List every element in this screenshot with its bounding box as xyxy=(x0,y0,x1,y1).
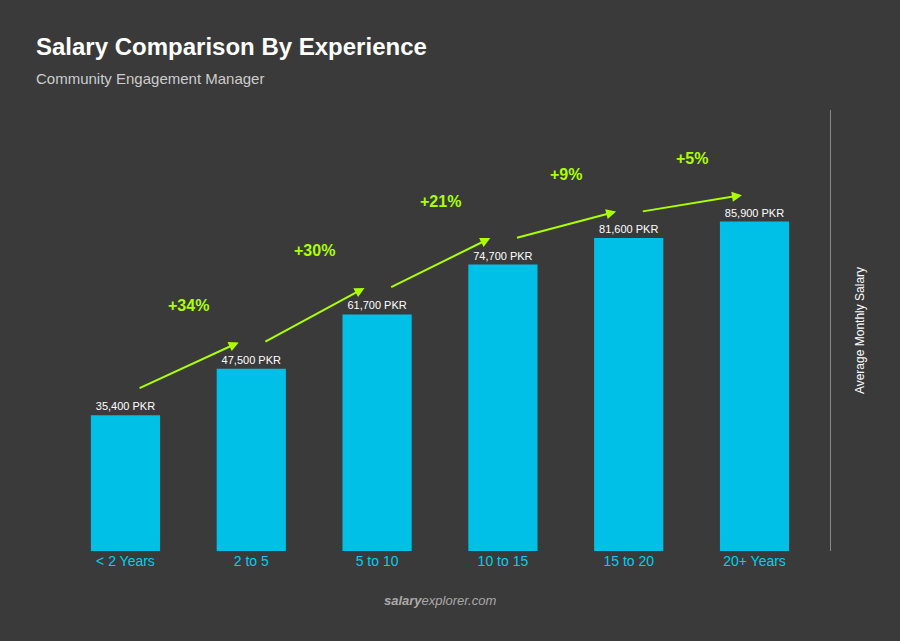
svg-text:47,500 PKR: 47,500 PKR xyxy=(222,354,281,366)
svg-text:61,700 PKR: 61,700 PKR xyxy=(347,299,406,311)
svg-text:Community Engagement Manager: Community Engagement Manager xyxy=(36,70,264,87)
svg-text:< 2 Years: < 2 Years xyxy=(96,553,155,569)
svg-text:+21%: +21% xyxy=(420,193,461,210)
svg-text:20+ Years: 20+ Years xyxy=(723,553,786,569)
svg-text:Salary Comparison By Experienc: Salary Comparison By Experience xyxy=(36,33,427,60)
svg-text:2 to 5: 2 to 5 xyxy=(234,553,269,569)
svg-text:10 to 15: 10 to 15 xyxy=(478,553,529,569)
svg-text:35,400 PKR: 35,400 PKR xyxy=(96,400,155,412)
svg-text:74,700 PKR: 74,700 PKR xyxy=(473,250,532,262)
svg-text:salaryexplorer.com: salaryexplorer.com xyxy=(384,593,496,608)
svg-text:+30%: +30% xyxy=(294,242,335,259)
svg-text:Average Monthly Salary: Average Monthly Salary xyxy=(853,267,867,394)
svg-text:81,600 PKR: 81,600 PKR xyxy=(599,223,658,235)
svg-text:85,900 PKR: 85,900 PKR xyxy=(725,207,784,219)
svg-text:+9%: +9% xyxy=(550,166,582,183)
svg-text:+34%: +34% xyxy=(168,297,209,314)
svg-text:+5%: +5% xyxy=(676,150,708,167)
svg-text:5 to 10: 5 to 10 xyxy=(356,553,399,569)
svg-text:15 to 20: 15 to 20 xyxy=(603,553,654,569)
